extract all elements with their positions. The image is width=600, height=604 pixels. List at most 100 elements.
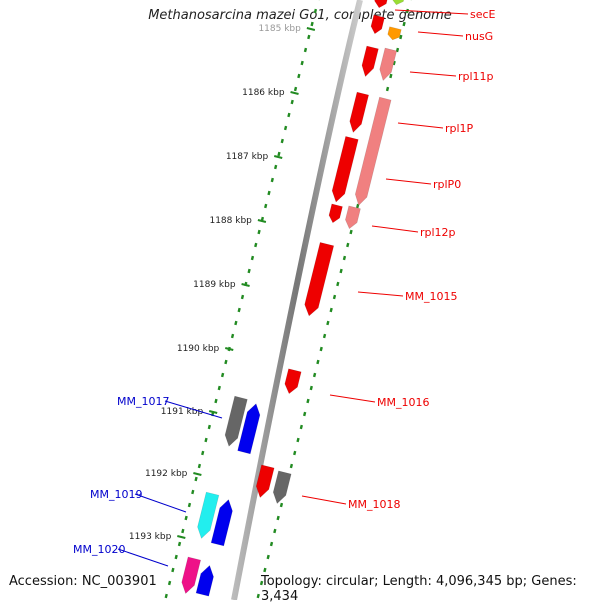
inner-track-dots bbox=[287, 113, 290, 117]
inner-track-dots bbox=[267, 191, 270, 195]
kbp-tick-label: 1185 kbp bbox=[258, 24, 301, 34]
gene-nusG-orange-arrow bbox=[387, 27, 402, 42]
gene-secE-arrow bbox=[373, 0, 389, 9]
outer-track-dots bbox=[386, 87, 389, 91]
gene-rpl11p-arrow bbox=[360, 46, 379, 78]
inner-track-dots bbox=[274, 165, 277, 169]
gene-label-leader bbox=[118, 549, 168, 566]
outer-track-dots bbox=[316, 360, 319, 364]
gene-label-leader bbox=[372, 226, 418, 232]
outer-track-dots bbox=[346, 243, 349, 247]
kbp-tick-label: 1192 kbp bbox=[145, 469, 188, 479]
kbp-tick-mark bbox=[209, 411, 217, 413]
kbp-tick-label: 1193 kbp bbox=[129, 532, 172, 542]
gene-label-leader bbox=[330, 395, 375, 402]
gene-label-right: rpl1P bbox=[445, 122, 474, 135]
inner-track-dots bbox=[257, 230, 260, 234]
gene-nusG-arrow bbox=[369, 15, 384, 35]
gene-label-leader bbox=[398, 123, 443, 128]
inner-track-dots bbox=[175, 555, 178, 559]
outer-track-dots bbox=[336, 282, 339, 286]
inner-track-dots bbox=[234, 321, 237, 325]
outer-track-dots bbox=[273, 529, 276, 533]
gene-label-right: rplP0 bbox=[433, 178, 461, 191]
outer-track-dots bbox=[389, 74, 392, 78]
inner-track-dots bbox=[291, 100, 294, 104]
kbp-tick-mark bbox=[242, 284, 250, 286]
inner-track-dots bbox=[284, 126, 287, 130]
gene-rpl12p-arrow bbox=[327, 204, 342, 224]
outer-track-dots bbox=[323, 334, 326, 338]
outer-track-dots bbox=[349, 230, 352, 234]
outer-track-dots bbox=[326, 321, 329, 325]
outer-track-dots bbox=[270, 542, 273, 546]
inner-track-dots bbox=[201, 451, 204, 455]
gene-MM_1016-arrow bbox=[283, 369, 301, 395]
inner-track-dots bbox=[281, 139, 284, 143]
gene-label-right: MM_1018 bbox=[348, 498, 400, 511]
gene-label-leader bbox=[302, 496, 346, 504]
kbp-tick-label: 1188 kbp bbox=[209, 216, 252, 226]
inner-track-dots bbox=[251, 256, 254, 260]
gene-label-right: rpl11p bbox=[458, 70, 494, 83]
gene-label-leader bbox=[410, 72, 456, 76]
gene-MM_1015-arrow bbox=[302, 242, 333, 317]
kbp-tick-mark bbox=[258, 220, 266, 222]
gene-rplP0-arrow bbox=[330, 136, 359, 203]
gene-label-leader bbox=[135, 494, 186, 512]
kbp-tick-mark bbox=[274, 156, 282, 158]
inner-track-dots bbox=[218, 386, 221, 390]
inner-track-dots bbox=[297, 74, 300, 78]
inner-track-dots bbox=[277, 152, 280, 156]
outer-track-dots bbox=[333, 295, 336, 299]
gene-label-right: nusG bbox=[465, 30, 493, 43]
inner-track-dots bbox=[221, 373, 224, 377]
outer-track-dots bbox=[313, 373, 316, 377]
outer-track-dots bbox=[290, 464, 293, 468]
outer-track-dots bbox=[296, 438, 299, 442]
outer-track-dots bbox=[303, 412, 306, 416]
outer-track-dots bbox=[339, 269, 342, 273]
inner-track-dots bbox=[241, 295, 244, 299]
inner-track-dots bbox=[254, 243, 257, 247]
inner-track-dots bbox=[178, 542, 181, 546]
gene-label-leader bbox=[386, 179, 431, 184]
outer-track-dots bbox=[263, 568, 266, 572]
inner-track-dots bbox=[247, 269, 250, 273]
inner-track-dots bbox=[304, 48, 307, 52]
inner-track-dots bbox=[310, 22, 313, 26]
inner-track-dots bbox=[168, 581, 171, 585]
inner-track-dots bbox=[301, 61, 304, 65]
inner-track-dots bbox=[184, 516, 187, 520]
inner-track-dots bbox=[171, 568, 174, 572]
inner-track-dots bbox=[231, 334, 234, 338]
gene-label-left: MM_1020 bbox=[73, 543, 125, 556]
gene-label-leader bbox=[358, 292, 403, 296]
gene-rpl1P-arrow bbox=[347, 92, 368, 134]
outer-track-dots bbox=[320, 347, 323, 351]
gene-label-right: MM_1015 bbox=[405, 290, 457, 303]
inner-track-dots bbox=[264, 204, 267, 208]
outer-track-dots bbox=[402, 22, 405, 26]
outer-track-dots bbox=[300, 425, 303, 429]
accession-text: Accession: NC_003901 bbox=[9, 574, 157, 589]
gene-label-right: MM_1016 bbox=[377, 396, 429, 409]
inner-track-dots bbox=[194, 477, 197, 481]
inner-track-dots bbox=[191, 490, 194, 494]
outer-track-dots bbox=[330, 308, 333, 312]
inner-track-dots bbox=[188, 503, 191, 507]
outer-track-dots bbox=[267, 555, 270, 559]
inner-track-dots bbox=[165, 594, 168, 598]
outer-track-dots bbox=[276, 516, 279, 520]
gene-secE-light-arrow bbox=[390, 0, 405, 6]
outer-track-dots bbox=[310, 386, 313, 390]
kbp-tick-label: 1186 kbp bbox=[242, 88, 285, 98]
gene-label-left: MM_1017 bbox=[117, 395, 169, 408]
gene-label-leader bbox=[418, 32, 463, 36]
outer-track-dots bbox=[293, 451, 296, 455]
outer-track-dots bbox=[257, 594, 260, 598]
kbp-tick-mark bbox=[307, 28, 315, 30]
inner-track-dots bbox=[307, 35, 310, 39]
outer-track-dots bbox=[343, 256, 346, 260]
inner-track-dots bbox=[271, 178, 274, 182]
